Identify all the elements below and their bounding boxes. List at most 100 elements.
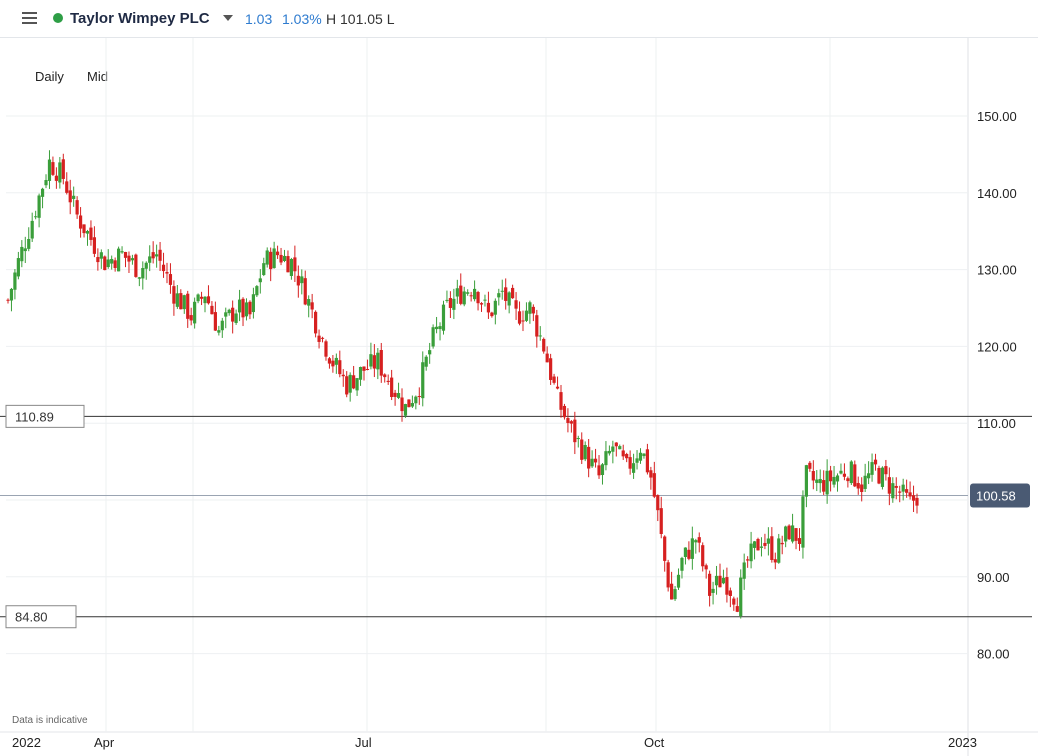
candle-body[interactable] <box>825 470 829 495</box>
candle-body[interactable] <box>911 495 916 501</box>
candle-body[interactable] <box>704 565 708 570</box>
candle-body[interactable] <box>279 254 283 263</box>
candle-body[interactable] <box>656 495 660 511</box>
candle-body[interactable] <box>393 392 397 397</box>
candle-body[interactable] <box>113 260 117 269</box>
candle-body[interactable] <box>234 313 238 323</box>
candle-body[interactable] <box>756 538 760 551</box>
candle-body[interactable] <box>106 259 110 268</box>
candle-body[interactable] <box>172 286 176 304</box>
candle-body[interactable] <box>99 252 103 259</box>
candle-body[interactable] <box>839 470 843 474</box>
candle-body[interactable] <box>604 451 608 466</box>
candle-body[interactable] <box>47 159 52 181</box>
candle-body[interactable] <box>552 376 556 383</box>
candle-body[interactable] <box>901 484 905 492</box>
instrument-name[interactable]: Taylor Wimpey PLC <box>70 10 210 27</box>
candle-body[interactable] <box>310 302 314 310</box>
menu-icon[interactable] <box>22 12 37 24</box>
candle-body[interactable] <box>61 159 65 179</box>
candle-body[interactable] <box>521 320 525 322</box>
candle-body[interactable] <box>355 378 359 391</box>
candle-body[interactable] <box>542 338 546 352</box>
candle-body[interactable] <box>148 256 152 263</box>
candle-body[interactable] <box>386 380 390 382</box>
candle-body[interactable] <box>16 258 20 277</box>
candle-body[interactable] <box>818 478 822 484</box>
candle-body[interactable] <box>123 251 128 258</box>
candle-body[interactable] <box>787 525 791 540</box>
candle-body[interactable] <box>182 295 186 310</box>
candle-body[interactable] <box>887 477 891 494</box>
candle-body[interactable] <box>690 538 694 559</box>
candle-body[interactable] <box>638 452 643 461</box>
candle-body[interactable] <box>759 546 764 548</box>
candle-body[interactable] <box>248 301 252 315</box>
candle-body[interactable] <box>846 478 850 482</box>
candle-body[interactable] <box>134 254 138 277</box>
candle-body[interactable] <box>472 288 477 300</box>
candle-body[interactable] <box>103 256 107 271</box>
candle-body[interactable] <box>27 238 31 249</box>
price-chart[interactable]: 2022AprJulOct202380.0090.00100.00110.001… <box>0 38 1038 756</box>
candle-body[interactable] <box>13 272 17 290</box>
candle-body[interactable] <box>431 327 435 347</box>
candle-body[interactable] <box>141 268 145 279</box>
candle-body[interactable] <box>30 220 34 239</box>
candle-body[interactable] <box>179 293 183 310</box>
candle-body[interactable] <box>642 453 646 457</box>
candle-body[interactable] <box>562 405 567 418</box>
candle-body[interactable] <box>511 287 515 299</box>
candle-body[interactable] <box>82 224 86 234</box>
candle-body[interactable] <box>680 557 684 571</box>
candle-body[interactable] <box>137 277 141 279</box>
candle-body[interactable] <box>320 337 325 339</box>
candle-body[interactable] <box>770 536 774 560</box>
candle-body[interactable] <box>860 484 864 492</box>
candle-body[interactable] <box>324 341 328 357</box>
candle-body[interactable] <box>559 392 563 410</box>
candle-body[interactable] <box>735 606 739 612</box>
candle-body[interactable] <box>538 335 542 337</box>
candle-body[interactable] <box>867 473 871 479</box>
candle-body[interactable] <box>158 249 162 261</box>
candle-body[interactable] <box>282 255 287 262</box>
candle-body[interactable] <box>898 491 902 493</box>
candle-body[interactable] <box>206 296 211 304</box>
timeframe-selector[interactable]: Daily <box>35 69 64 84</box>
candle-body[interactable] <box>338 360 342 375</box>
candle-body[interactable] <box>486 302 491 313</box>
candle-body[interactable] <box>849 461 853 484</box>
candle-body[interactable] <box>618 446 622 450</box>
candle-body[interactable] <box>117 248 121 272</box>
candle-body[interactable] <box>870 462 874 475</box>
candle-body[interactable] <box>535 315 539 337</box>
candle-body[interactable] <box>566 418 570 423</box>
candle-body[interactable] <box>663 536 667 561</box>
candle-body[interactable] <box>621 450 625 457</box>
candle-body[interactable] <box>483 299 487 301</box>
candle-body[interactable] <box>479 303 484 305</box>
candle-body[interactable] <box>780 542 784 545</box>
candle-body[interactable] <box>445 299 449 301</box>
candle-body[interactable] <box>625 453 629 459</box>
candle-body[interactable] <box>44 180 48 186</box>
candle-body[interactable] <box>383 374 387 378</box>
candle-body[interactable] <box>78 215 83 229</box>
candle-body[interactable] <box>915 497 919 506</box>
candle-body[interactable] <box>348 374 352 393</box>
candle-body[interactable] <box>379 350 383 376</box>
candle-body[interactable] <box>493 300 497 315</box>
candle-body[interactable] <box>417 396 421 398</box>
candle-body[interactable] <box>666 562 670 588</box>
candle-body[interactable] <box>275 251 280 256</box>
candle-body[interactable] <box>20 246 24 262</box>
candle-body[interactable] <box>517 311 522 324</box>
candle-body[interactable] <box>210 305 214 315</box>
candle-body[interactable] <box>504 287 508 301</box>
candle-body[interactable] <box>614 442 618 447</box>
candle-body[interactable] <box>697 537 701 543</box>
chevron-down-icon[interactable] <box>223 15 233 21</box>
candle-body[interactable] <box>452 298 456 310</box>
candle-body[interactable] <box>199 296 204 299</box>
